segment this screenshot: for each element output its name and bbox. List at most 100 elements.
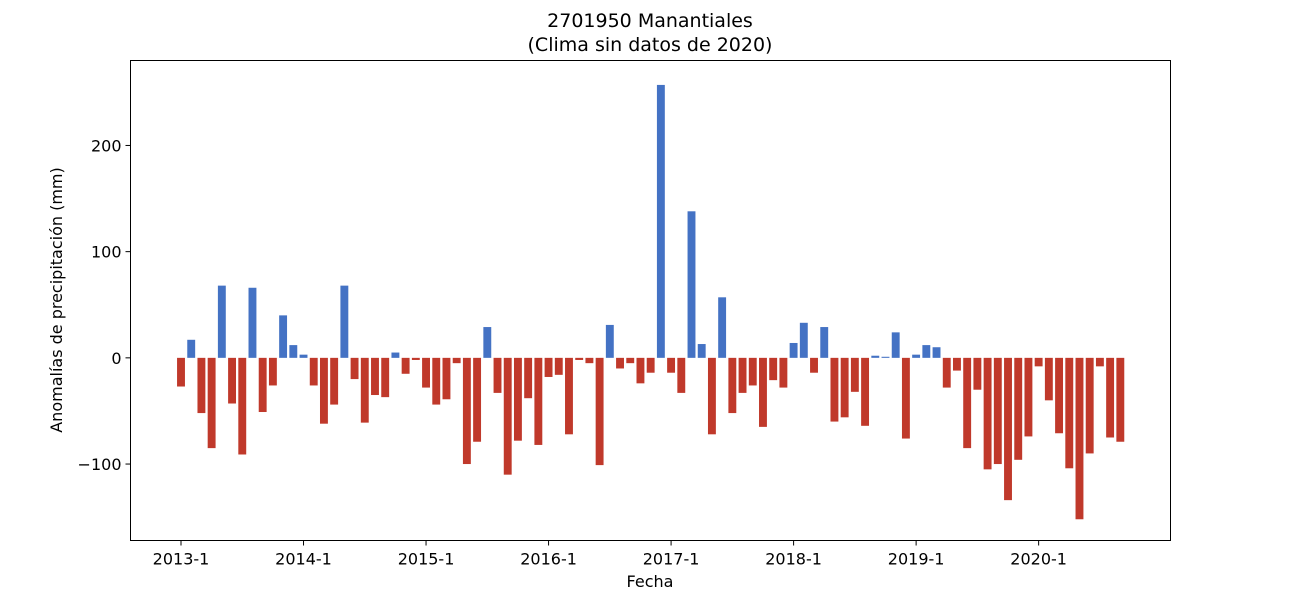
x-axis-ticks: 2013-1 2014-1 2015-1 2016-1 2017-1 2018-1 2019… [153,540,1067,569]
bar [810,357,818,373]
bar [789,342,798,358]
bar [697,344,706,358]
bar [626,357,635,364]
x-tick-label: 2016-1 [520,550,577,569]
bar [840,357,849,418]
bar [861,357,870,426]
bar [309,357,318,386]
y-tick-label: 100 [91,243,122,262]
x-tick-label: 2018-1 [765,550,822,569]
bar [667,357,676,373]
bar [1106,357,1115,438]
bar [1044,357,1053,401]
bar [912,354,921,358]
bar [850,357,859,392]
bar [483,327,492,358]
bar [1116,357,1125,442]
bar [1034,357,1043,367]
bar [422,357,430,388]
bar [503,357,512,475]
bar [381,357,390,398]
x-tick-label: 2014-1 [275,550,332,569]
bar [687,211,696,358]
bar [360,357,369,423]
bar [605,324,614,358]
bar [707,357,716,435]
bar [207,357,216,449]
bar [1024,357,1033,437]
bar [340,285,349,358]
x-tick-label: 2013-1 [153,550,210,569]
bar [1004,357,1012,501]
y-axis-ticks: −100 0 100 200 [78,136,131,474]
bar [350,357,359,380]
bar [830,357,839,422]
bar [932,347,941,358]
bar [963,357,972,449]
x-axis-label: Fecha [627,572,674,591]
bar [891,332,900,358]
y-axis-label: Anomalías de precipitación (mm) [47,167,66,433]
bar [1055,357,1064,434]
bar [993,357,1002,465]
bar [330,357,339,405]
bar [973,357,982,390]
bar [759,357,767,427]
bar [646,357,655,373]
bar [799,322,808,358]
bar [289,345,298,358]
bars-group [177,84,1125,520]
bar [983,357,992,470]
bar [411,357,420,360]
plot-frame [130,60,1171,541]
y-tick-label: 0 [111,349,121,368]
bar [881,356,890,358]
bar [718,297,727,358]
bar [901,357,910,439]
bar [871,355,880,358]
bar [187,339,196,358]
bar [493,357,502,393]
bar [769,357,778,381]
y-tick-label: −100 [78,455,122,474]
y-tick-label: 200 [91,136,122,155]
bar [432,357,441,405]
bar [268,357,277,386]
bar [371,357,379,396]
bar [177,357,185,387]
bar [544,357,553,377]
chart-subtitle: (Clima sin datos de 2020) [528,34,773,56]
chart-title: 2701950 Manantiales [547,10,753,32]
bar [248,287,257,358]
bar [1095,357,1104,367]
bar [554,357,563,375]
x-tick-label: 2019-1 [888,550,945,569]
bar [636,357,645,384]
bar [1075,357,1084,520]
bar [228,357,236,404]
bar [738,357,747,393]
bar [922,345,931,358]
bar [401,357,410,374]
bar [1014,357,1023,460]
bar [728,357,737,414]
bar [595,357,604,466]
bar [299,354,308,358]
bar [197,357,206,414]
bar [258,357,267,413]
bar [656,84,665,358]
bar [238,357,247,455]
bar [279,315,288,358]
bar [452,357,461,364]
bar [953,357,961,371]
bar [319,357,328,424]
bar [391,352,400,358]
bar [616,357,624,369]
bar [524,357,533,399]
bar [779,357,788,388]
bar [462,357,471,465]
x-tick-label: 2020-1 [1010,550,1067,569]
bar [748,357,757,386]
bar [677,357,686,393]
bar [942,357,951,388]
